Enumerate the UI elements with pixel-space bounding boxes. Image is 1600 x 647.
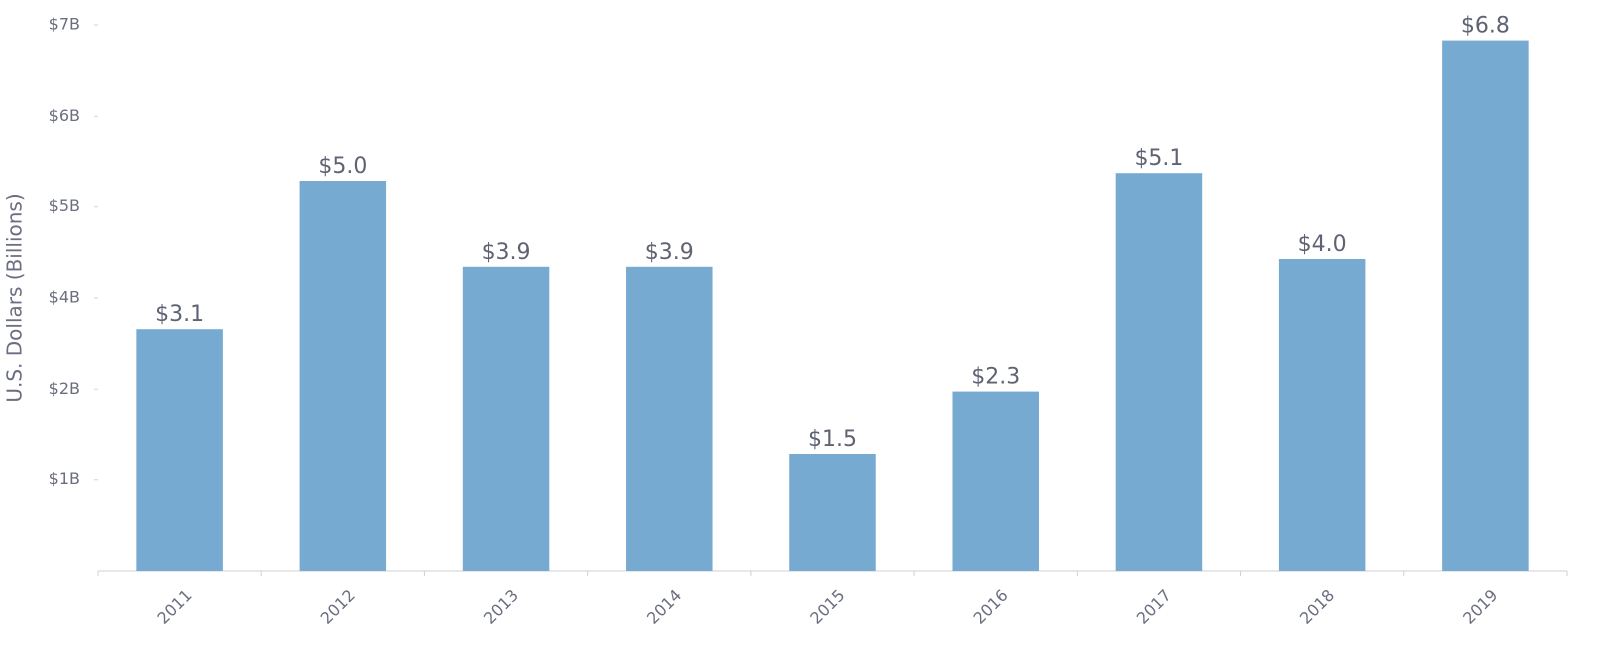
x-tick-label: 2016	[970, 586, 1012, 628]
value-label: $6.8	[1461, 14, 1510, 39]
y-tick-label: $7B	[49, 15, 80, 34]
x-tick-label: 2011	[153, 586, 195, 628]
x-tick-label: 2018	[1296, 586, 1338, 628]
y-tick-label: $1B	[49, 469, 80, 488]
y-tick-label: $5B	[49, 196, 80, 215]
value-label: $1.5	[808, 427, 857, 452]
value-label: $4.0	[1298, 232, 1347, 257]
x-tick-label: 2014	[643, 586, 685, 628]
bar	[952, 391, 1039, 571]
y-tick-label: $6B	[49, 106, 80, 125]
bar	[1442, 40, 1529, 572]
bar	[462, 266, 550, 571]
value-label: $5.0	[318, 154, 367, 179]
value-label: $3.1	[155, 302, 204, 327]
x-tick-label: 2012	[317, 586, 359, 628]
value-label: $2.3	[971, 365, 1020, 390]
x-tick-label: 2013	[480, 586, 522, 628]
bar	[789, 454, 876, 571]
y-axis-label: U.S. Dollars (Billions)	[3, 193, 27, 402]
bar	[136, 329, 223, 571]
value-label: $5.1	[1134, 146, 1183, 171]
x-tick-label: 2019	[1459, 586, 1501, 628]
y-tick-label: $4B	[49, 288, 80, 307]
bar	[299, 181, 387, 571]
y-tick-label: $2B	[49, 379, 80, 398]
value-label: $3.9	[645, 240, 694, 265]
x-tick-label: 2017	[1133, 586, 1175, 628]
value-label: $3.9	[482, 240, 531, 265]
bar	[1115, 173, 1203, 571]
x-tick-label: 2015	[806, 586, 848, 628]
bar	[1278, 259, 1366, 571]
bar	[626, 266, 713, 571]
